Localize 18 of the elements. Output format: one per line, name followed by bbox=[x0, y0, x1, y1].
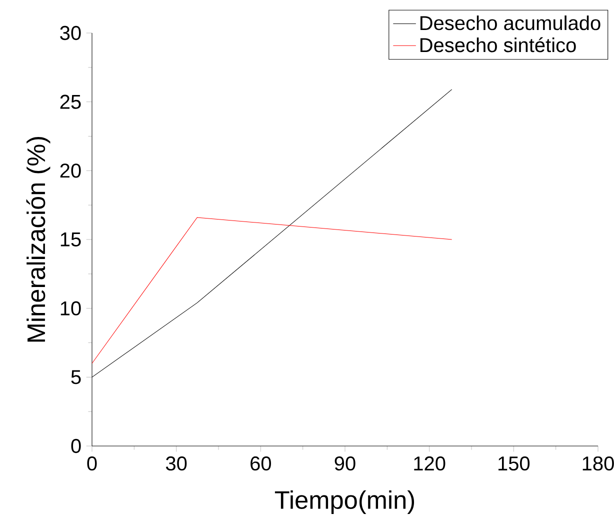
legend-label: Desecho sintético bbox=[420, 37, 576, 52]
legend-label: Desecho acumulado bbox=[420, 15, 600, 30]
y-tick-label: 25 bbox=[60, 94, 81, 109]
y-axis-title: Mineralización (%) bbox=[26, 136, 50, 342]
x-axis-title: Tiempo(min) bbox=[274, 490, 414, 514]
x-tick-label: 0 bbox=[87, 456, 97, 471]
x-tick-label: 120 bbox=[414, 456, 446, 471]
y-tick-label: 20 bbox=[60, 164, 81, 178]
x-tick-label: 150 bbox=[498, 456, 530, 471]
x-tick-label: 60 bbox=[250, 456, 271, 471]
y-tick-label: 5 bbox=[71, 370, 81, 384]
x-tick-label: 180 bbox=[582, 456, 614, 471]
y-tick-label: 15 bbox=[60, 232, 81, 246]
y-tick-label: 0 bbox=[71, 438, 81, 454]
x-tick-label: 90 bbox=[334, 456, 356, 471]
y-tick-label: 30 bbox=[60, 26, 81, 40]
x-tick-label: 30 bbox=[166, 456, 187, 471]
y-tick-label: 10 bbox=[60, 301, 81, 316]
